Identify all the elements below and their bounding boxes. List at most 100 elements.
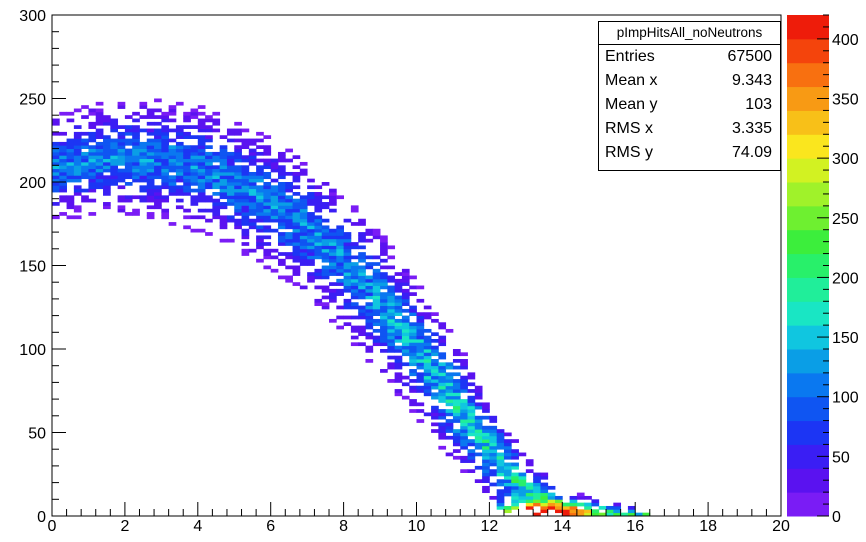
heatmap-cell <box>81 158 89 163</box>
heatmap-cell <box>95 131 104 136</box>
heatmap-cell <box>467 442 476 447</box>
heatmap-cell <box>474 445 483 450</box>
heatmap-cell <box>496 499 505 504</box>
heatmap-cell <box>394 282 403 286</box>
heatmap-cell <box>59 182 67 186</box>
heatmap-cell <box>103 151 111 156</box>
heatmap-cell <box>270 192 279 196</box>
heatmap-cell <box>59 158 67 163</box>
heatmap-cell <box>263 218 272 223</box>
heatmap-cell <box>154 108 162 113</box>
heatmap-cell <box>219 185 228 190</box>
heatmap-cell <box>277 215 286 220</box>
heatmap-cell <box>365 288 374 293</box>
heatmap-cell <box>52 145 60 149</box>
heatmap-cell <box>409 345 417 350</box>
heatmap-cell <box>52 215 60 220</box>
heatmap-cell <box>336 262 344 266</box>
heatmap-cell <box>183 158 191 163</box>
heatmap-cell <box>394 392 403 397</box>
heatmap-cell <box>219 161 228 166</box>
heatmap-cell <box>226 202 235 206</box>
heatmap-cell <box>401 302 410 306</box>
heatmap-cell <box>132 168 140 173</box>
heatmap-cell <box>496 492 505 497</box>
heatmap-cell <box>241 182 250 186</box>
heatmap-cell <box>226 155 235 160</box>
heatmap-cell <box>562 509 570 514</box>
heatmap-cell <box>380 245 388 250</box>
heatmap-cell <box>292 272 301 276</box>
heatmap-cell <box>387 288 396 293</box>
color-scale-segment <box>787 372 829 398</box>
heatmap-cell <box>394 338 403 343</box>
heatmap-cell <box>146 178 155 183</box>
heatmap-cell <box>205 151 213 156</box>
heatmap-cell <box>132 212 140 216</box>
heatmap-cell <box>460 352 468 357</box>
heatmap-cell <box>380 328 388 333</box>
heatmap-cell <box>154 115 162 119</box>
heatmap-cell <box>117 131 126 136</box>
heatmap-cell <box>190 178 199 183</box>
heatmap-cell <box>161 175 170 180</box>
heatmap-cell <box>329 295 337 300</box>
heatmap-cell <box>438 445 447 450</box>
heatmap-cell <box>380 275 388 280</box>
heatmap-cell <box>73 168 82 173</box>
heatmap-cell <box>52 121 60 126</box>
heatmap-cell <box>285 278 293 283</box>
heatmap-cell <box>452 399 461 403</box>
heatmap-cell <box>248 161 257 166</box>
heatmap-cell <box>307 245 315 250</box>
heatmap-cell <box>299 225 308 230</box>
heatmap-cell <box>423 412 432 417</box>
heatmap-cell <box>168 145 177 149</box>
heatmap-cell <box>226 218 235 223</box>
heatmap-cell <box>292 192 301 196</box>
heatmap-cell <box>569 502 578 507</box>
heatmap-cell <box>95 115 104 119</box>
heatmap-cell <box>401 328 410 333</box>
heatmap-cell <box>321 218 330 223</box>
heatmap-cell <box>343 305 352 310</box>
heatmap-cell <box>88 171 97 176</box>
heatmap-cell <box>132 175 140 180</box>
heatmap-cell <box>277 205 286 210</box>
heatmap-cell <box>117 178 126 183</box>
x-tick-label: 8 <box>339 518 348 535</box>
heatmap-cell <box>241 228 250 233</box>
heatmap-cell <box>248 151 257 156</box>
heatmap-cell <box>292 218 301 223</box>
heatmap-cell <box>263 175 272 180</box>
heatmap-cell <box>110 151 119 156</box>
heatmap-cell <box>277 171 286 176</box>
heatmap-cell <box>431 415 439 420</box>
color-scale-segment <box>787 492 829 517</box>
heatmap-cell <box>307 225 315 230</box>
heatmap-cell <box>73 175 82 180</box>
heatmap-cell <box>263 225 272 230</box>
color-scale-bar <box>787 15 829 517</box>
heatmap-cell <box>154 135 162 139</box>
x-tick-label: 20 <box>772 518 790 535</box>
heatmap-cell <box>401 375 410 380</box>
heatmap-cell <box>445 402 454 407</box>
heatmap-cell <box>372 318 381 323</box>
heatmap-cell <box>88 161 97 166</box>
heatmap-cell <box>270 228 279 233</box>
heatmap-cell <box>234 175 242 180</box>
heatmap-cell <box>154 151 162 156</box>
heatmap-cell <box>387 355 396 360</box>
heatmap-cell <box>190 158 199 163</box>
heatmap-cell <box>394 272 403 276</box>
heatmap-cell <box>380 292 388 296</box>
heatmap-cell <box>205 165 213 170</box>
heatmap-cell <box>452 385 461 390</box>
heatmap-cell <box>555 509 563 514</box>
heatmap-cell <box>329 272 337 276</box>
x-axis-ticks <box>51 502 782 516</box>
heatmap-cell <box>438 395 447 400</box>
heatmap-cell <box>591 502 600 507</box>
heatmap-cell <box>124 138 133 143</box>
